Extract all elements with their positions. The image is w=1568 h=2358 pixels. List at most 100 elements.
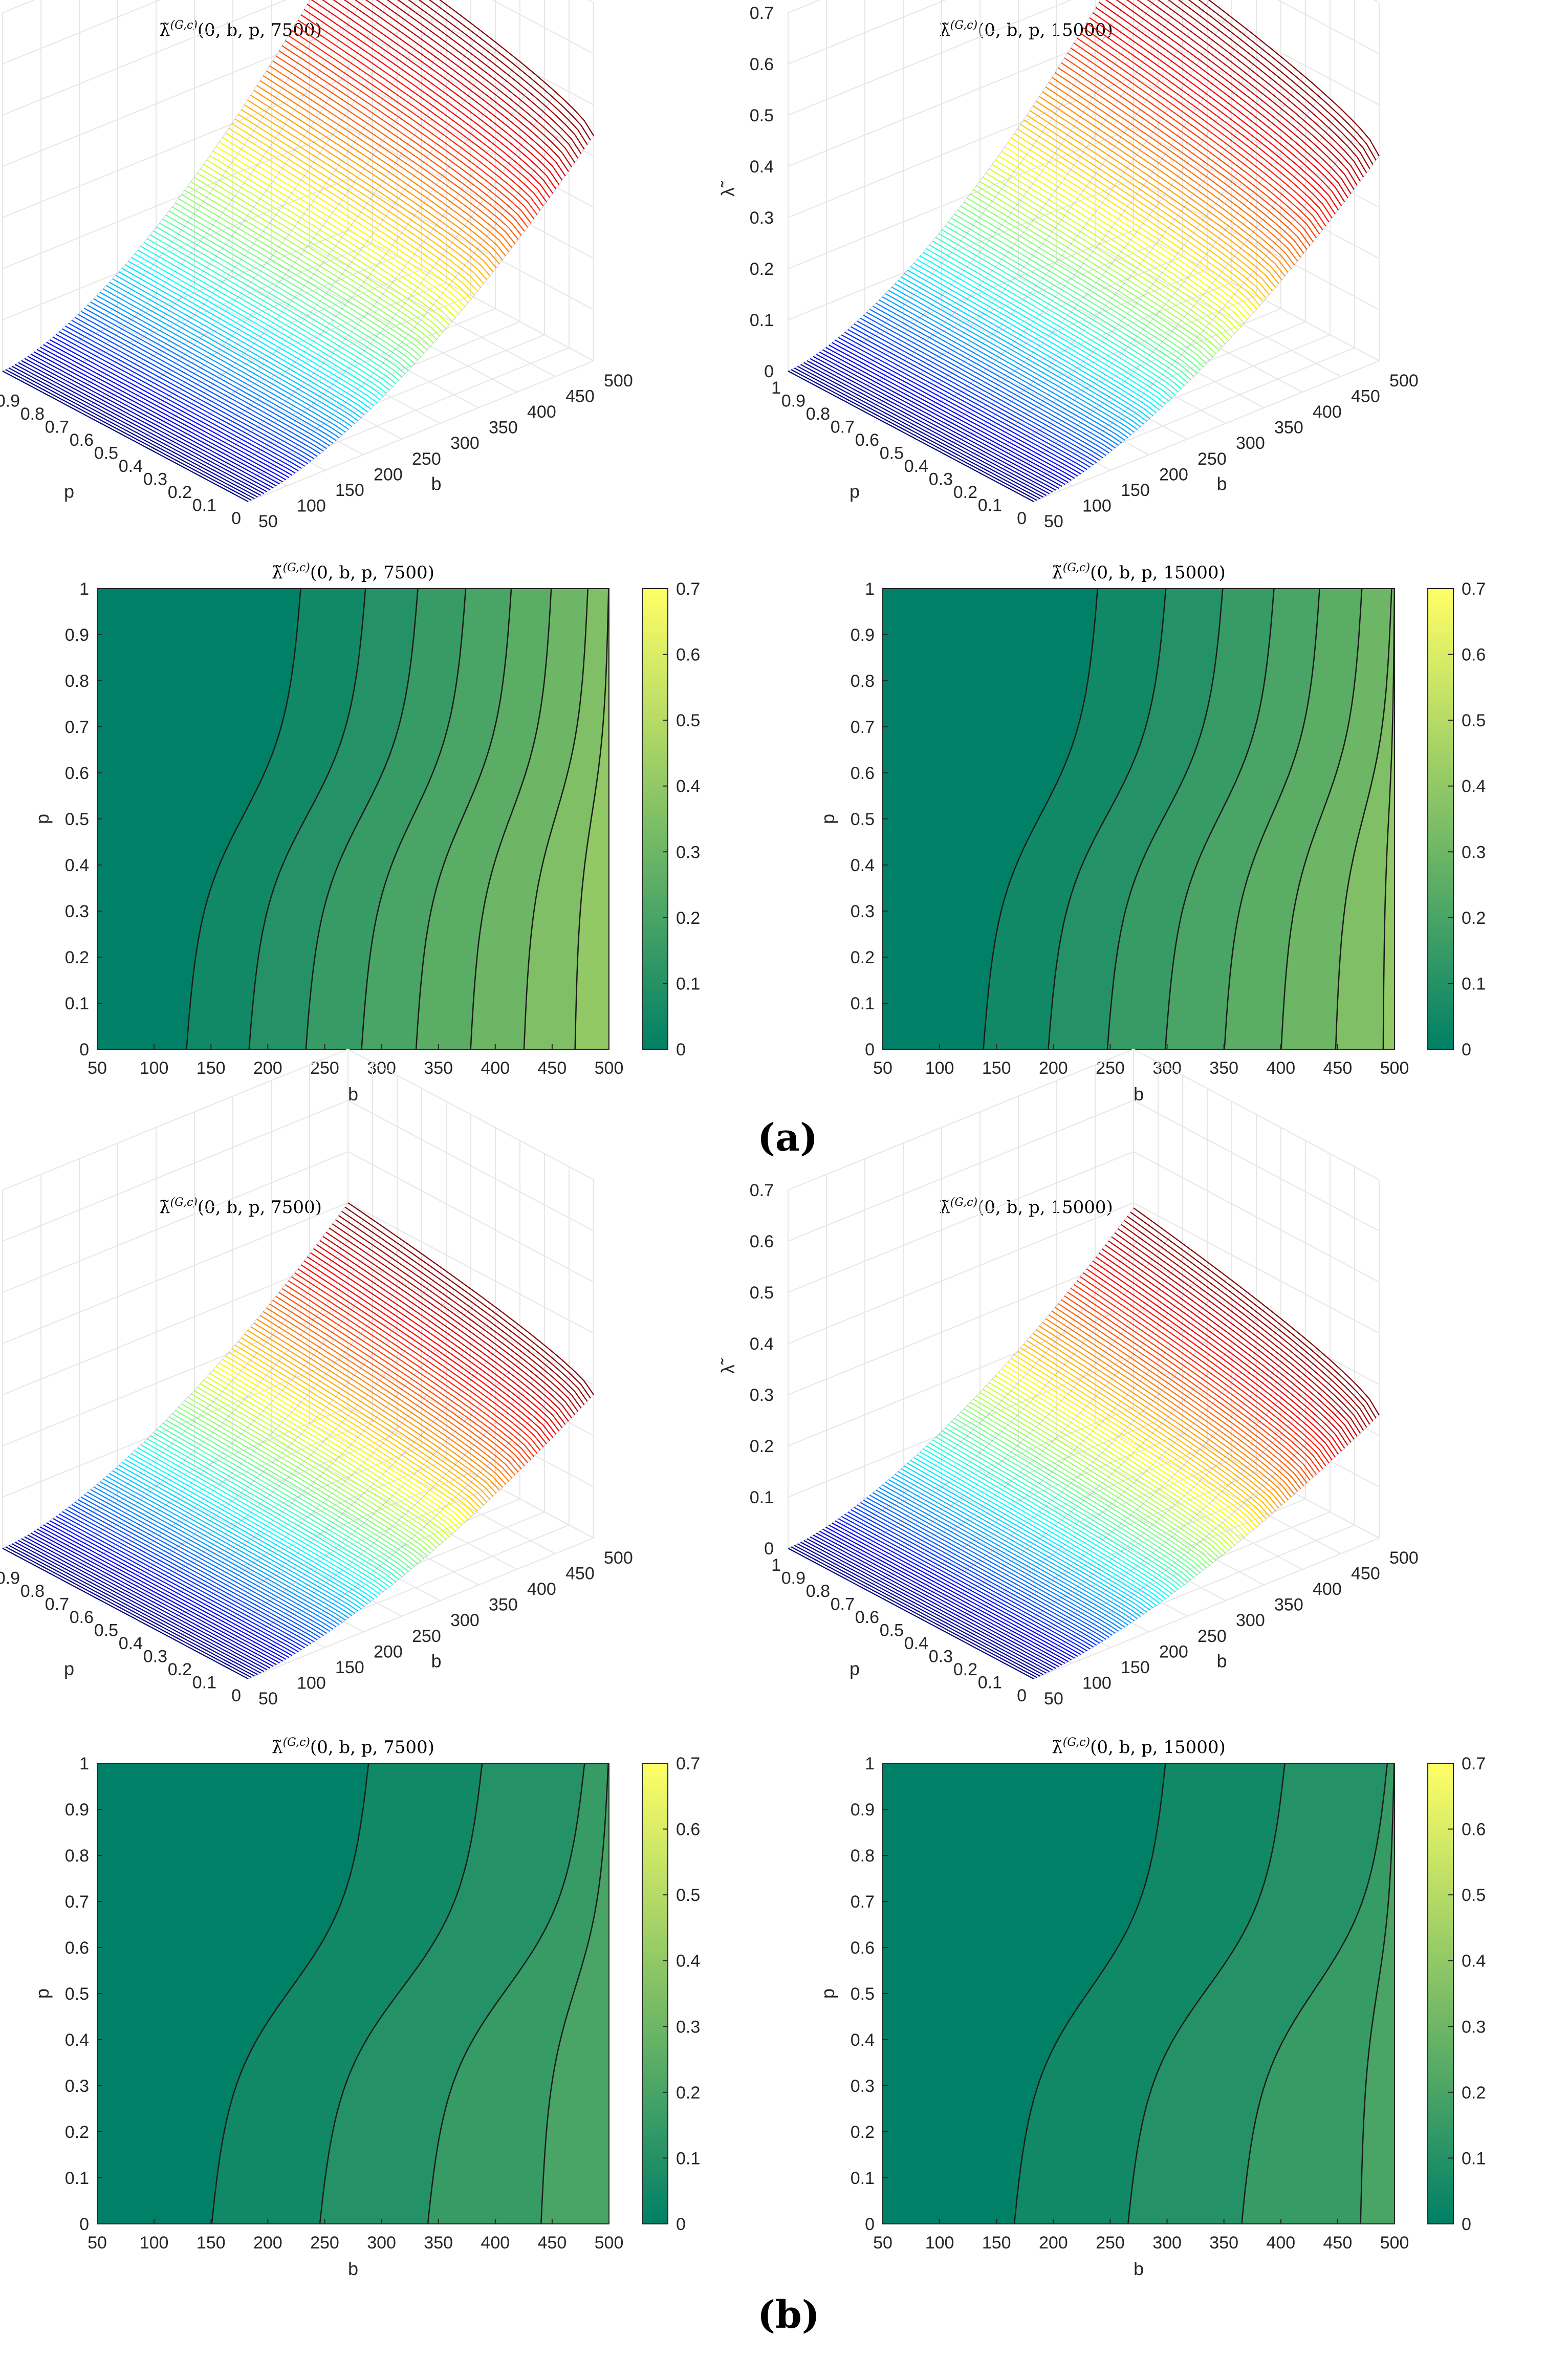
surface-mesh-line — [1029, 1336, 1276, 1511]
surface-mesh-line — [30, 353, 277, 487]
surface-mesh-line — [344, 1206, 591, 1399]
p-tick-label: 0.2 — [953, 483, 977, 502]
contour-line — [983, 589, 1099, 1049]
surface-mesh-line — [800, 364, 1047, 496]
colorbar-tick-label: 0.4 — [1462, 777, 1486, 796]
surface-mesh-line — [1026, 1340, 1273, 1514]
surface-mesh-line — [272, 60, 519, 240]
surface-mesh-line — [165, 1419, 412, 1570]
surface-mesh-line — [178, 198, 425, 354]
surface-mesh-line — [998, 1372, 1245, 1538]
y-tick-label: 0.7 — [851, 718, 875, 737]
surface-mesh-line — [275, 55, 522, 236]
surface-mesh-line — [957, 1415, 1204, 1571]
surface-mesh-line — [986, 172, 1232, 338]
surface-mesh-line — [1029, 110, 1276, 288]
x-tick-label: 500 — [1380, 1058, 1409, 1078]
surface-mesh-line — [83, 308, 331, 447]
surface-mesh-line — [24, 1536, 271, 1669]
surface-mesh-line — [885, 293, 1131, 436]
surface-mesh-line — [210, 92, 556, 482]
surface-mesh-line — [137, 249, 384, 397]
x-tick-label: 350 — [1209, 2233, 1238, 2253]
surface-mesh-line — [1080, 32, 1326, 227]
surface-mesh-line — [942, 1430, 1188, 1583]
surface-mesh-line — [1198, 0, 1377, 161]
y-tick-label: 0.1 — [65, 994, 89, 1013]
p-tick-label: 0 — [231, 509, 241, 528]
chart-title: λ̃(G,c)(0, b, p, 7500) — [159, 1196, 322, 1218]
colorbar-tick-label: 0.3 — [676, 2017, 700, 2037]
p-tick-label: 0.5 — [880, 444, 904, 463]
surface-mesh-line — [184, 189, 431, 347]
surface-mesh-line — [134, 253, 381, 400]
surface-mesh-line — [945, 1427, 1191, 1581]
surface-mesh-line — [5, 1546, 252, 1678]
surface-mesh-line — [215, 146, 463, 311]
contour-line — [1106, 589, 1224, 1049]
x-tick-label: 250 — [310, 2233, 339, 2253]
b-axis-label: b — [431, 473, 441, 494]
surface-mesh-line — [27, 356, 274, 489]
surface-mesh-line — [1014, 1354, 1260, 1525]
surface-mesh-line — [844, 0, 1182, 402]
colorbar-tick-label: 0.5 — [1462, 711, 1486, 730]
surface-mesh-line — [1058, 1303, 1304, 1486]
grid-line — [788, 1355, 1380, 1498]
surface-mesh-line — [1014, 128, 1361, 492]
surface-mesh-line — [78, 1254, 424, 1589]
surface-mesh-line — [960, 205, 1207, 364]
surface-mesh-line — [1098, 1252, 1345, 1449]
surface-mesh-line — [1004, 146, 1251, 317]
surface-mesh-line — [810, 1536, 1056, 1669]
surface-mesh-line — [131, 1453, 378, 1597]
z-tick-label: 0.6 — [750, 55, 774, 74]
surface-mesh-line — [873, 1492, 1119, 1632]
b-tick-label: 50 — [258, 512, 278, 531]
surface-mesh-line — [156, 1429, 403, 1577]
surface-mesh-line — [386, 0, 579, 159]
surface-mesh-line — [291, 30, 538, 215]
surface-mesh-line — [175, 202, 422, 358]
surface-mesh-line — [1208, 0, 1380, 157]
grid-line — [27, 243, 373, 385]
surface-mesh-line — [171, 1413, 419, 1565]
y-tick-label: 0.7 — [65, 1892, 89, 1912]
surface-mesh-line — [407, 0, 585, 150]
surface-mesh-line — [131, 256, 378, 403]
surface-mesh-line — [172, 60, 518, 462]
surface-mesh-line — [857, 320, 1103, 459]
surface-mesh-line — [247, 99, 494, 272]
surface-mesh-line — [888, 1479, 1135, 1621]
colorbar-tick-label: 0 — [676, 1040, 686, 1059]
surface-mesh-line — [1061, 1299, 1308, 1484]
x-tick-label: 200 — [1039, 2233, 1068, 2253]
surface-mesh-line — [1004, 1365, 1251, 1533]
colorbar-tick-label: 0.1 — [676, 974, 700, 993]
surface-mesh-line — [954, 1418, 1201, 1573]
p-tick-label: 0.4 — [904, 1634, 928, 1653]
x-tick-label: 50 — [873, 2233, 892, 2253]
p-tick-label: 0.2 — [168, 1660, 192, 1679]
surface-mesh-line — [140, 246, 387, 394]
surface-mesh-line — [209, 1373, 456, 1532]
contour-line — [186, 589, 301, 1049]
y-tick-label: 0.2 — [851, 948, 875, 967]
z-tick-label: 0.7 — [750, 4, 774, 23]
surface-mesh-line — [1101, 1248, 1348, 1446]
y-tick-label: 1 — [79, 1754, 89, 1773]
surface-mesh-line — [847, 329, 1094, 466]
contour-line — [1224, 589, 1320, 1049]
surface-mesh-line — [325, 1231, 572, 1419]
surface-mesh-line — [439, 0, 594, 136]
y-tick-label: 0.4 — [65, 2030, 89, 2050]
surface-mesh-line — [1105, 0, 1348, 199]
b-axis-label: b — [1216, 473, 1227, 494]
surface-mesh-line — [938, 1433, 1185, 1586]
surface-mesh-line — [1067, 1291, 1314, 1478]
x-tick-label: 250 — [1096, 1058, 1125, 1078]
surface-mesh-line — [1070, 47, 1317, 239]
y-tick-label: 0.2 — [65, 948, 89, 967]
surface-mesh-line — [219, 1362, 466, 1523]
p-tick-label: 0.3 — [929, 1647, 953, 1667]
